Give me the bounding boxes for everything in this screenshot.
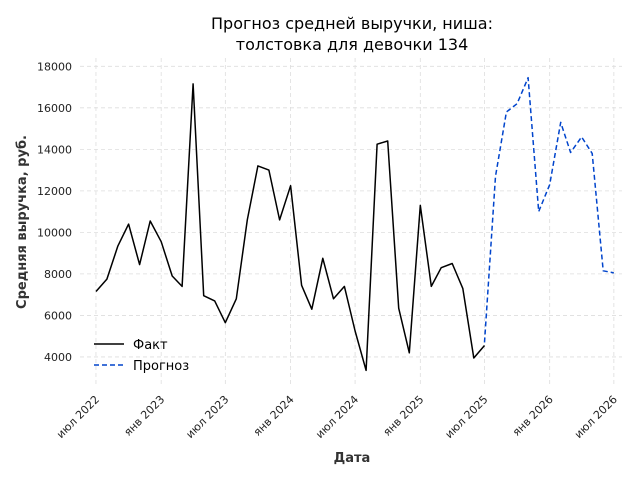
series-lines bbox=[95, 76, 614, 372]
y-tick-label: 18000 bbox=[37, 60, 72, 73]
series-line-fact bbox=[95, 83, 486, 372]
x-axis-ticks: июл 2022 янв 2023 июл 2023 янв 2024 июл 2024… bbox=[54, 393, 620, 441]
x-tick-label: янв 2023 bbox=[121, 393, 167, 439]
x-tick-label: июл 2023 bbox=[183, 393, 231, 441]
x-tick-label: янв 2025 bbox=[381, 393, 427, 439]
y-tick-label: 12000 bbox=[37, 185, 72, 198]
x-tick-label: июл 2022 bbox=[54, 393, 102, 441]
x-tick-label: янв 2026 bbox=[510, 393, 556, 439]
grid bbox=[80, 58, 622, 386]
y-axis-label: Средняя выручка, руб. bbox=[15, 135, 30, 309]
x-axis-label: Дата bbox=[334, 451, 371, 466]
y-tick-label: 8000 bbox=[44, 268, 72, 281]
series-line-forecast bbox=[483, 76, 614, 343]
legend-forecast-label: Прогноз bbox=[133, 359, 189, 374]
legend-fact-label: Факт bbox=[133, 338, 168, 353]
legend: Факт Прогноз bbox=[94, 338, 189, 374]
y-axis-ticks: 4000 6000 8000 10000 12000 14000 16000 18000 bbox=[37, 60, 72, 364]
y-tick-label: 16000 bbox=[37, 102, 72, 115]
chart-title-line-2: толстовка для девочки 134 bbox=[236, 35, 469, 54]
y-tick-label: 4000 bbox=[44, 351, 72, 364]
y-tick-label: 10000 bbox=[37, 226, 72, 239]
x-tick-label: июл 2026 bbox=[572, 393, 620, 441]
x-tick-label: июл 2025 bbox=[443, 393, 491, 441]
y-tick-label: 6000 bbox=[44, 309, 72, 322]
chart-title-line-1: Прогноз средней выручки, ниша: bbox=[211, 14, 493, 33]
x-tick-label: июл 2024 bbox=[313, 393, 361, 441]
x-tick-label: янв 2024 bbox=[251, 393, 297, 439]
y-tick-label: 14000 bbox=[37, 143, 72, 156]
